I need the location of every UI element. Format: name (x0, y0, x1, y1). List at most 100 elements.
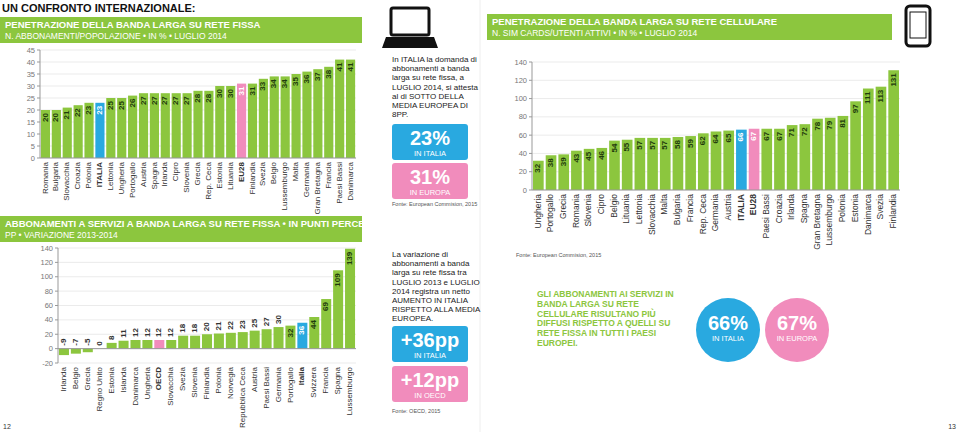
data-label: 31 (237, 86, 246, 95)
data-label: 67 (762, 131, 771, 140)
tick-label: -20 (42, 359, 53, 368)
tick-label: 140 (40, 244, 53, 253)
tick-label: 40 (519, 149, 527, 158)
highlight-label: IN OECD (392, 391, 468, 400)
y-axis (58, 248, 59, 363)
category-label: OECD (154, 367, 163, 390)
category-label: Polonia (837, 194, 847, 223)
category-label: Italia (297, 366, 306, 385)
data-label: 44 (309, 319, 318, 328)
data-label: 30 (215, 88, 224, 97)
chart: ABBONAMENTI A SERVIZI A BANDA LARGA SU R… (0, 216, 399, 428)
bar (888, 70, 899, 190)
note: In ITALIA la domanda di abbonamenti a ba… (392, 55, 478, 119)
bar (297, 323, 307, 349)
bar (262, 329, 272, 348)
bar (711, 131, 722, 190)
data-label: -9 (59, 338, 68, 346)
bar (309, 317, 319, 349)
data-label: 78 (813, 121, 822, 130)
bar (850, 101, 861, 190)
category-label: Portogallo (545, 194, 555, 233)
data-label: 27 (139, 96, 148, 105)
tick-label: 20 (27, 106, 35, 115)
category-label: Slovenia (583, 194, 593, 227)
tick-label: 20 (45, 330, 53, 339)
data-label: -5 (83, 338, 92, 346)
category-label: Danimarca (346, 161, 355, 200)
bar (74, 105, 83, 158)
bar (635, 138, 646, 190)
data-label: 131 (889, 73, 898, 87)
category-label: Rep. Ceca (698, 194, 708, 234)
data-label: 21 (214, 321, 223, 330)
bar (95, 103, 104, 158)
data-label: 25 (250, 318, 259, 327)
category-label: Ungheria (533, 194, 543, 229)
data-label: 34 (269, 79, 278, 88)
bar (172, 93, 181, 158)
tick-label: 40 (45, 315, 53, 324)
grid-line (58, 363, 356, 364)
category-label: Francia (685, 194, 695, 223)
category-label: Belgio (71, 366, 80, 389)
data-label: 43 (572, 153, 581, 162)
bar (41, 110, 50, 158)
bar (178, 336, 188, 349)
phone-body (906, 6, 930, 46)
bar (183, 93, 192, 158)
bar (107, 343, 117, 349)
tick-label: 100 (514, 94, 527, 103)
highlight-value: 67% (765, 312, 829, 334)
highlight-value: 23% (392, 127, 468, 149)
bar (139, 93, 148, 158)
category-label: Ungheria (117, 161, 126, 194)
bar (259, 79, 268, 158)
bar (546, 155, 557, 190)
bar (202, 334, 212, 348)
grid-line (40, 62, 356, 63)
x-axis (532, 190, 900, 191)
category-label: Portogallo (286, 366, 295, 403)
category-label: Polonia (84, 161, 93, 188)
chart: PENETRAZIONE DELLA BANDA LARGA SU RETE F… (0, 17, 362, 214)
grid-line (58, 262, 356, 263)
highlight-value: +36pp (392, 329, 468, 351)
category-label: Repubblica Ceca (238, 366, 247, 427)
bar (130, 340, 140, 349)
category-label: Slovenia (190, 366, 199, 397)
bar (83, 349, 93, 353)
category-label: Malta (659, 194, 669, 215)
category-label: ITALIA (95, 162, 104, 187)
bar (302, 72, 311, 158)
bar (226, 333, 236, 349)
data-label: 72 (800, 127, 809, 136)
category-label: Lituania (621, 194, 631, 224)
data-label: 35 (291, 76, 300, 85)
highlight-circle: 66%IN ITALIA (696, 298, 760, 362)
tick-label: 15 (27, 118, 35, 127)
data-label: 57 (660, 140, 669, 149)
subtitle: N. ABBONAMENTI/POPOLAZIONE • IN % • LUGL… (5, 31, 227, 41)
bar (150, 93, 159, 158)
bar (838, 116, 849, 190)
tick-label: 0 (523, 186, 527, 195)
category-label: Paesi Bassi (761, 194, 771, 239)
laptop-screen (391, 8, 429, 35)
highlight-circle: 67%IN EUROPA (765, 298, 829, 362)
data-label: 34 (280, 79, 289, 88)
data-label: 30 (226, 88, 235, 97)
source: Fonte: European Commision, 2015 (392, 201, 477, 207)
tick-label: 0 (49, 344, 53, 353)
category-label: Rep. Ceca (204, 161, 213, 199)
highlight-value: 31% (392, 166, 468, 188)
bar (799, 124, 810, 190)
highlight-label: IN EUROPA (392, 188, 468, 197)
data-label: 32 (286, 328, 295, 337)
data-label: 12 (166, 328, 175, 337)
bar (533, 161, 544, 190)
phone-screen (910, 12, 926, 38)
data-label: 27 (150, 96, 159, 105)
subtitle: PP • VARIAZIONE 2013-2014 (5, 230, 118, 240)
bar (128, 96, 137, 158)
